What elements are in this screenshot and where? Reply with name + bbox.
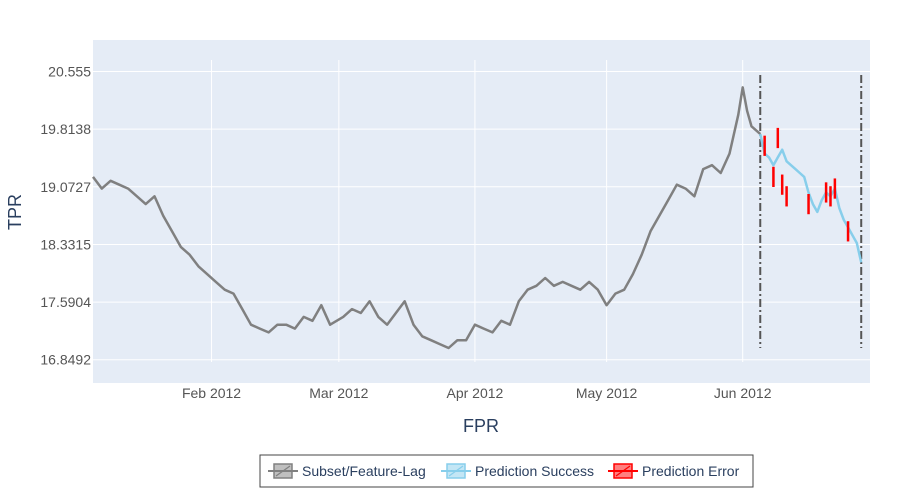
x-tick-label: Apr 2012 bbox=[447, 385, 504, 401]
y-axis-title: TPR bbox=[5, 194, 25, 230]
threshold-lines bbox=[759, 75, 863, 348]
legend-label: Prediction Error bbox=[642, 463, 740, 479]
grid bbox=[93, 60, 870, 362]
y-axis-ticks: 16.8492 17.5904 18.3315 19.0727 19.8138 20.55… bbox=[40, 64, 91, 368]
legend-label: Prediction Success bbox=[475, 463, 594, 479]
legend-box bbox=[259, 454, 754, 488]
x-tick-label: Jun 2012 bbox=[714, 385, 772, 401]
y-tick-label: 16.8492 bbox=[40, 352, 91, 368]
legend-items: Subset/Feature-Lag Prediction Success Pred… bbox=[268, 463, 740, 479]
y-tick-label: 17.5904 bbox=[40, 294, 91, 310]
legend-label: Subset/Feature-Lag bbox=[302, 463, 426, 479]
x-tick-label: May 2012 bbox=[576, 385, 638, 401]
series-line-subset-feature-lag bbox=[92, 86, 762, 350]
series-group bbox=[92, 86, 863, 350]
legend-swatch-hatch bbox=[448, 465, 464, 477]
legend-swatch-hatch bbox=[275, 465, 291, 477]
y-tick-label: 19.0727 bbox=[40, 179, 91, 195]
legend: Subset/Feature-Lag Prediction Success Pred… bbox=[259, 454, 754, 488]
x-axis-ticks: Feb 2012 Mar 2012 Apr 2012 May 2012 Jun 2012 bbox=[182, 385, 772, 401]
series-line-prediction-success bbox=[759, 133, 863, 263]
y-tick-label: 20.555 bbox=[48, 64, 91, 80]
y-tick-label: 19.8138 bbox=[40, 121, 91, 137]
plot-area bbox=[93, 40, 870, 383]
legend-swatch-hatch bbox=[615, 465, 631, 477]
x-axis-title: FPR bbox=[463, 416, 499, 436]
x-tick-label: Feb 2012 bbox=[182, 385, 241, 401]
x-tick-label: Mar 2012 bbox=[309, 385, 368, 401]
y-tick-label: 18.3315 bbox=[40, 236, 91, 252]
